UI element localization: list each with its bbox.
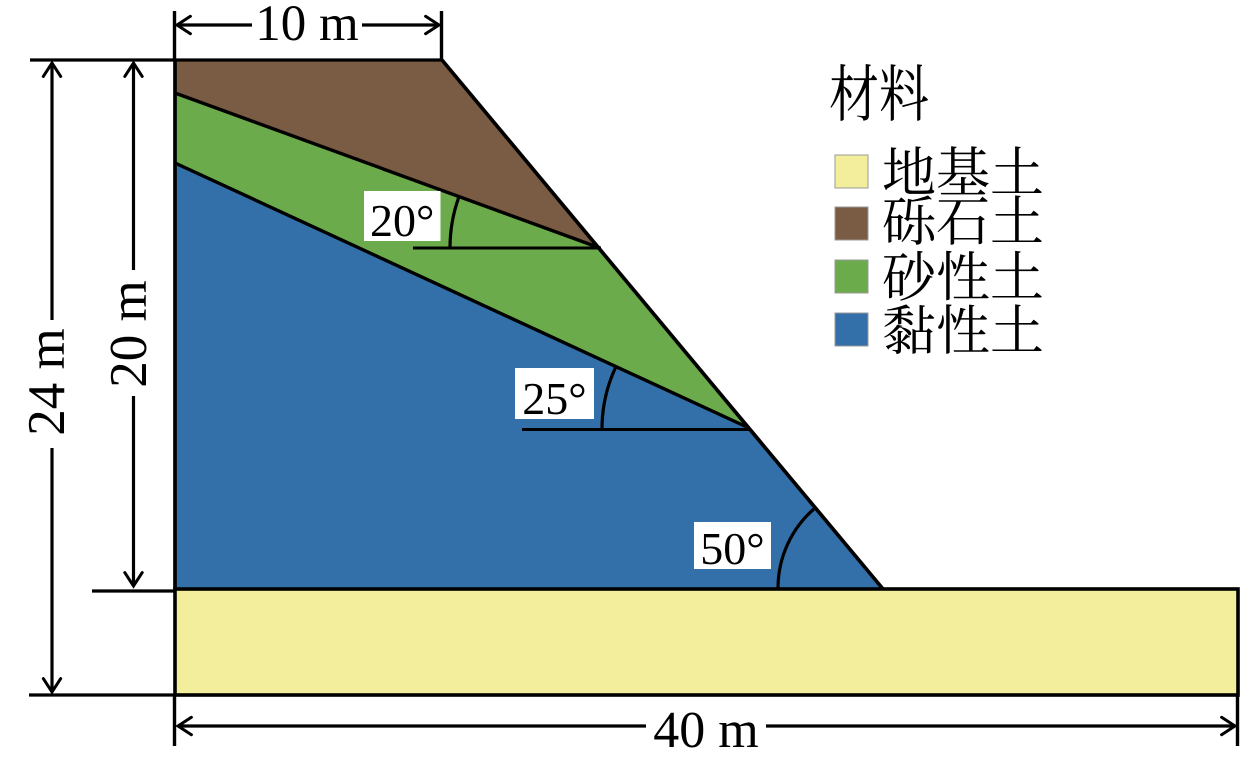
svg-text:20°: 20°: [370, 195, 434, 246]
svg-text:24 m: 24 m: [18, 328, 76, 435]
svg-text:50°: 50°: [700, 523, 764, 574]
svg-text:25°: 25°: [522, 373, 586, 424]
svg-text:40 m: 40 m: [653, 702, 758, 759]
svg-text:10 m: 10 m: [255, 0, 358, 52]
svg-text:20 m: 20 m: [100, 280, 158, 387]
